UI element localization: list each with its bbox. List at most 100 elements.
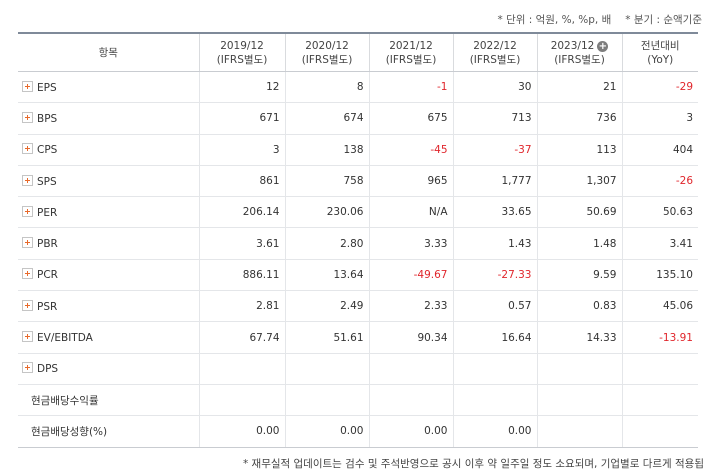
- value-cell: 2.81: [198, 290, 285, 323]
- period-label: 2023/12: [550, 39, 595, 52]
- yoy-cell: 3.41: [621, 227, 698, 260]
- table-row: SPS 861 758 965 1,777 1,307 -26: [18, 165, 698, 198]
- row-item-cell[interactable]: SPS: [18, 165, 199, 198]
- row-label: PCR: [37, 269, 58, 282]
- value-cell: 675: [368, 102, 453, 135]
- period-label: 2019/12: [220, 39, 264, 52]
- value-cell: 113: [536, 134, 622, 166]
- row-item-cell[interactable]: DPS: [18, 353, 199, 385]
- value-cell: [368, 353, 453, 385]
- expand-plus-icon[interactable]: [22, 331, 33, 343]
- row-item-cell[interactable]: BPS: [18, 102, 199, 135]
- value-cell: 965: [368, 165, 453, 198]
- row-label: PBR: [37, 238, 58, 251]
- value-cell: 1.48: [536, 227, 622, 260]
- row-label: 현금배당성향(%): [31, 425, 108, 438]
- value-cell: 206.14: [198, 196, 285, 229]
- basis-label: (IFRS별도): [554, 53, 605, 66]
- table-row: DPS: [18, 353, 698, 385]
- row-label: EV/EBITDA: [37, 332, 93, 345]
- row-label: BPS: [37, 112, 58, 125]
- header-period-2022: 2022/12 (IFRS별도): [452, 32, 537, 72]
- value-cell: N/A: [368, 196, 453, 229]
- value-cell: 671: [198, 102, 285, 135]
- row-label: DPS: [37, 363, 59, 376]
- value-cell: 21: [536, 71, 622, 104]
- expand-plus-icon[interactable]: [22, 174, 33, 186]
- row-label: SPS: [37, 175, 57, 188]
- unit-note: * 단위 : 억원, %, %p, 배 * 분기 : 순액기준: [497, 12, 702, 27]
- basis-label: (IFRS별도): [216, 53, 268, 66]
- value-cell: [452, 384, 537, 417]
- value-cell: 230.06: [284, 196, 369, 229]
- yoy-cell: 404: [621, 134, 698, 166]
- header-period-2019: 2019/12 (IFRS별도): [198, 32, 285, 72]
- expand-plus-icon[interactable]: [22, 205, 33, 217]
- expand-plus-icon[interactable]: [22, 268, 33, 280]
- row-label: EPS: [37, 81, 57, 94]
- value-cell: 0.83: [536, 290, 622, 323]
- expand-plus-icon[interactable]: [22, 111, 33, 123]
- period-label: 2021/12: [389, 39, 433, 52]
- header-row: 항목 2019/12 (IFRS별도) 2020/12 (IFRS별도) 202…: [18, 32, 698, 72]
- table-row: PCR 886.11 13.64 -49.67 -27.33 9.59 135.10: [18, 259, 698, 292]
- value-cell: 0.00: [284, 415, 369, 448]
- table-row: PSR 2.81 2.49 2.33 0.57 0.83 45.06: [18, 290, 698, 323]
- value-cell: 50.69: [536, 196, 622, 229]
- yoy-cell: 135.10: [621, 259, 698, 292]
- period-label: 2020/12: [305, 39, 349, 52]
- financial-ratio-table: 항목 2019/12 (IFRS별도) 2020/12 (IFRS별도) 202…: [18, 32, 698, 448]
- value-cell: -45: [368, 134, 453, 166]
- value-cell: 2.49: [284, 290, 369, 323]
- row-item-cell[interactable]: EPS: [18, 71, 199, 104]
- row-label: CPS: [37, 144, 58, 157]
- value-cell: [536, 353, 622, 385]
- footnote: * 재무실적 업데이트는 검수 및 주석반영으로 공시 이후 약 일주일 정도 …: [242, 458, 704, 470]
- value-cell: 1,307: [536, 165, 622, 198]
- yoy-label: 전년대비: [640, 39, 680, 52]
- value-cell: 886.11: [198, 259, 285, 292]
- value-cell: 14.33: [536, 321, 622, 354]
- row-item-cell[interactable]: PCR: [18, 259, 199, 292]
- value-cell: [198, 353, 285, 385]
- value-cell: 0.00: [198, 415, 285, 448]
- row-item-cell[interactable]: CPS: [18, 134, 199, 166]
- yoy-cell: 45.06: [621, 290, 698, 323]
- row-item-cell[interactable]: PER: [18, 196, 199, 229]
- value-cell: 0.00: [452, 415, 537, 448]
- expand-plus-icon[interactable]: [22, 80, 33, 92]
- value-cell: 138: [284, 134, 369, 166]
- row-item-cell[interactable]: PBR: [18, 227, 199, 260]
- plus-circle-icon[interactable]: +: [597, 40, 609, 52]
- row-label: PSR: [37, 300, 58, 313]
- value-cell: 3: [198, 134, 285, 166]
- expand-plus-icon[interactable]: [22, 362, 33, 374]
- value-cell: 674: [284, 102, 369, 135]
- value-cell: 2.33: [368, 290, 453, 323]
- table-row: EV/EBITDA 67.74 51.61 90.34 16.64 14.33 -13.91: [18, 321, 698, 354]
- table-row: PBR 3.61 2.80 3.33 1.43 1.48 3.41: [18, 227, 698, 260]
- value-cell: 713: [452, 102, 537, 135]
- row-item-cell[interactable]: EV/EBITDA: [18, 321, 199, 354]
- value-cell: 758: [284, 165, 369, 198]
- table-row: EPS 12 8 -1 30 21 -29: [18, 71, 698, 104]
- expand-plus-icon[interactable]: [22, 143, 33, 155]
- value-cell: -27.33: [452, 259, 537, 292]
- value-cell: -49.67: [368, 259, 453, 292]
- table-row: BPS 671 674 675 713 736 3: [18, 102, 698, 135]
- value-cell: 2.80: [284, 227, 369, 260]
- value-cell: 3.33: [368, 227, 453, 260]
- table-row: CPS 3 138 -45 -37 113 404: [18, 134, 698, 166]
- header-item: 항목: [18, 32, 199, 72]
- basis-label: * 분기 : 순액기준: [625, 14, 702, 26]
- row-item-cell: 현금배당성향(%): [18, 415, 199, 448]
- value-cell: 1.43: [452, 227, 537, 260]
- value-cell: 30: [452, 71, 537, 104]
- value-cell: 67.74: [198, 321, 285, 354]
- value-cell: [368, 384, 453, 417]
- yoy-cell: -26: [621, 165, 698, 198]
- row-item-cell[interactable]: PSR: [18, 290, 199, 323]
- expand-plus-icon[interactable]: [22, 237, 33, 249]
- value-cell: 0.57: [452, 290, 537, 323]
- expand-plus-icon[interactable]: [22, 299, 33, 311]
